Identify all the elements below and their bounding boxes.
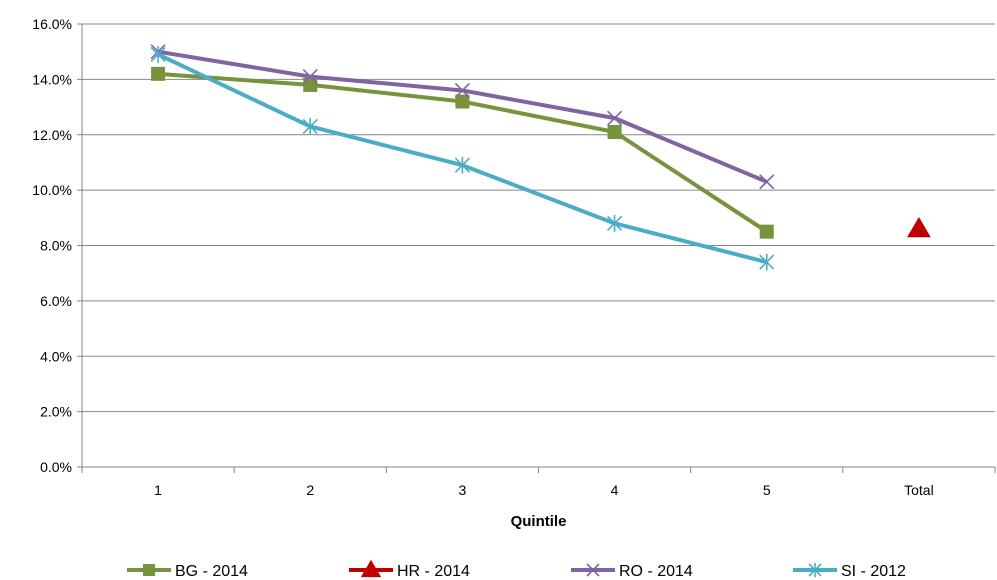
x-tick-label: Total	[904, 482, 934, 498]
data-point-si-2012	[454, 156, 470, 174]
legend-item: BG - 2014	[127, 563, 248, 580]
legend-marker	[360, 559, 382, 578]
y-tick-label: 12.0%	[32, 127, 72, 143]
x-tick-label: 2	[306, 482, 314, 498]
series-bg-2014	[151, 66, 774, 239]
legend-item: SI - 2012	[793, 562, 906, 580]
legend-item: RO - 2014	[571, 563, 693, 580]
y-tick-label: 16.0%	[32, 16, 72, 32]
data-point-ro-2014	[302, 69, 318, 85]
x-axis-title: Quintile	[511, 513, 567, 530]
x-tick-label: 4	[611, 482, 619, 498]
y-tick-label: 14.0%	[32, 71, 72, 87]
legend-marker	[143, 564, 155, 576]
series-si-2012	[150, 46, 775, 271]
legend-item: HR - 2014	[349, 559, 470, 580]
axes: 0.0% 2.0% 4.0% 6.0% 8.0% 10.0% 12.0% 14.0% 16.0%…	[32, 16, 996, 498]
y-tick-label: 6.0%	[40, 293, 72, 309]
data-point-ro-2014	[454, 82, 470, 99]
legend-marker	[586, 563, 600, 577]
series-hr-2014	[907, 216, 931, 238]
data-point-bg-2014	[455, 94, 470, 109]
x-tick-label: 1	[154, 482, 162, 498]
legend-label: HR - 2014	[397, 563, 470, 580]
y-tick-label: 10.0%	[32, 182, 72, 198]
data-series	[150, 44, 931, 271]
data-point-si-2012	[302, 118, 318, 135]
data-point-si-2012	[150, 46, 166, 63]
data-point-bg-2014	[151, 66, 166, 81]
data-point-ro-2014	[759, 174, 775, 190]
legend-marker	[808, 562, 822, 578]
legend-label: BG - 2014	[175, 563, 248, 580]
x-tick-label: 5	[763, 482, 771, 498]
data-point-si-2012	[607, 214, 623, 232]
legend: BG - 2014 HR - 2014 RO - 2014 SI - 2012	[127, 559, 906, 580]
y-tick-label: 4.0%	[40, 348, 72, 364]
data-point-ro-2014	[607, 110, 623, 126]
legend-label: SI - 2012	[841, 563, 906, 580]
y-tick-label: 2.0%	[40, 404, 72, 420]
y-tick-label: 8.0%	[40, 238, 72, 254]
y-tick-label: 0.0%	[40, 459, 72, 475]
x-tick-label: 3	[459, 482, 467, 498]
legend-label: RO - 2014	[619, 563, 693, 580]
data-point-bg-2014	[303, 77, 318, 92]
data-point-hr-2014	[907, 216, 931, 238]
data-point-si-2012	[759, 253, 775, 271]
data-point-bg-2014	[759, 224, 774, 239]
data-point-bg-2014	[607, 124, 622, 139]
